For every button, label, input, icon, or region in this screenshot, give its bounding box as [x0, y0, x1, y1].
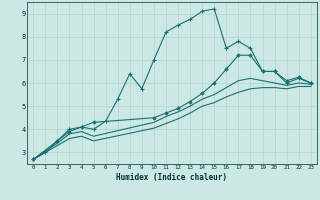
X-axis label: Humidex (Indice chaleur): Humidex (Indice chaleur) — [116, 173, 228, 182]
